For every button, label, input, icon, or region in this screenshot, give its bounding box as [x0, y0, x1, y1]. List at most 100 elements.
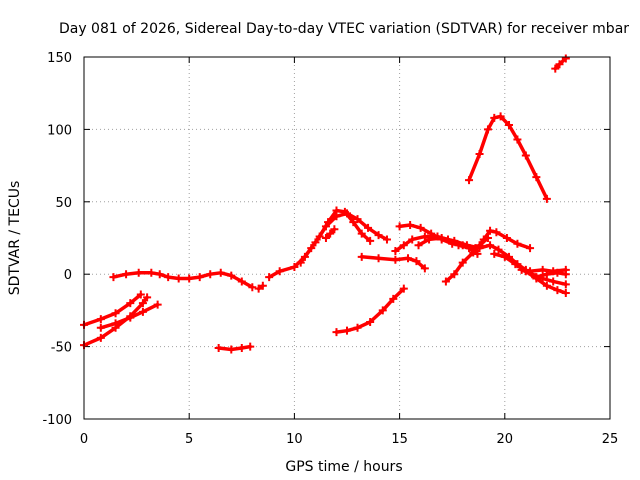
- data-point: [420, 264, 429, 273]
- data-point: [378, 306, 387, 315]
- data-point: [136, 290, 145, 299]
- data-point: [109, 273, 118, 282]
- data-point: [96, 315, 105, 324]
- data-point: [237, 344, 246, 353]
- data-point: [155, 270, 164, 279]
- data-point: [216, 268, 225, 277]
- x-tick-label: 20: [497, 432, 514, 447]
- data-point: [450, 236, 459, 245]
- data-point: [492, 228, 501, 237]
- y-axis-label: SDTVAR / TECUs: [7, 181, 23, 296]
- data-point: [138, 299, 147, 308]
- data-point: [500, 252, 509, 261]
- data-point: [526, 244, 535, 253]
- data-point: [340, 207, 349, 216]
- data-point: [324, 218, 333, 227]
- y-tick-label: 0: [64, 268, 72, 283]
- data-point: [538, 265, 547, 274]
- data-point: [404, 254, 413, 263]
- data-point: [483, 125, 492, 134]
- data-point: [185, 274, 194, 283]
- x-tick-label: 0: [80, 432, 88, 447]
- plot-frame: [83, 56, 611, 420]
- data-point: [357, 229, 366, 238]
- data-point: [248, 283, 257, 292]
- data-point: [389, 294, 398, 303]
- data-point: [406, 220, 415, 229]
- data-point: [502, 234, 511, 242]
- data-point: [490, 113, 499, 122]
- data-point: [496, 112, 505, 121]
- data-point: [258, 281, 267, 290]
- data-point: [374, 254, 383, 263]
- data-point: [332, 206, 341, 215]
- data-point: [96, 333, 105, 342]
- chart-title: Day 081 of 2026, Sidereal Day-to-day VTE…: [59, 21, 629, 37]
- data-point: [561, 289, 570, 298]
- data-point: [553, 286, 562, 295]
- data-point: [526, 267, 535, 276]
- data-point: [542, 281, 551, 290]
- y-tick-label: -50: [51, 341, 72, 356]
- data-point: [111, 309, 120, 318]
- data-point: [517, 265, 526, 274]
- data-point: [126, 299, 135, 308]
- series-trace-11: [359, 255, 427, 271]
- series-trace-20: [528, 268, 568, 274]
- data-point: [399, 284, 408, 293]
- data-point: [374, 231, 383, 240]
- data-point: [561, 280, 570, 289]
- data-point: [111, 319, 120, 328]
- data-point: [349, 218, 358, 227]
- data-point: [134, 268, 143, 277]
- data-point: [330, 225, 339, 234]
- data-point: [143, 293, 152, 302]
- data-point: [561, 54, 570, 63]
- series-trace-16: [467, 114, 549, 201]
- data-point: [382, 235, 391, 244]
- data-point: [513, 239, 522, 248]
- data-point: [275, 267, 284, 276]
- data-point: [471, 247, 480, 256]
- data-point: [420, 232, 429, 241]
- data-point: [254, 284, 263, 293]
- data-point: [391, 255, 400, 264]
- data-point: [315, 232, 324, 241]
- data-point: [425, 235, 434, 244]
- data-point: [458, 258, 467, 267]
- data-point: [366, 236, 375, 245]
- data-point: [290, 262, 299, 271]
- series-trace-05: [216, 344, 252, 352]
- x-tick-label: 15: [391, 432, 408, 447]
- x-tick-label: 25: [602, 432, 619, 447]
- data-point: [494, 245, 503, 254]
- grid-lines: [84, 57, 610, 419]
- data-point: [475, 150, 484, 159]
- data-point: [366, 317, 375, 326]
- data-point: [332, 328, 341, 337]
- data-point: [532, 273, 541, 282]
- y-tick-label: 150: [47, 51, 72, 66]
- data-point: [357, 252, 366, 261]
- x-tick-label: 5: [185, 432, 193, 447]
- data-point: [505, 121, 514, 130]
- y-tick-label: 50: [55, 196, 72, 211]
- data-point: [414, 241, 423, 250]
- data-point: [353, 323, 362, 332]
- data-point: [408, 235, 417, 244]
- data-point: [465, 176, 474, 185]
- data-point: [195, 273, 204, 282]
- data-point: [511, 260, 520, 269]
- data-point: [147, 268, 156, 277]
- data-point: [462, 241, 471, 250]
- data-series: [80, 54, 570, 354]
- data-point: [551, 64, 560, 73]
- data-point: [521, 151, 530, 160]
- data-point: [265, 273, 274, 282]
- series-trace-21: [534, 271, 568, 279]
- data-point: [96, 323, 105, 332]
- data-point: [450, 270, 459, 279]
- data-point: [227, 271, 236, 280]
- data-point: [479, 235, 488, 244]
